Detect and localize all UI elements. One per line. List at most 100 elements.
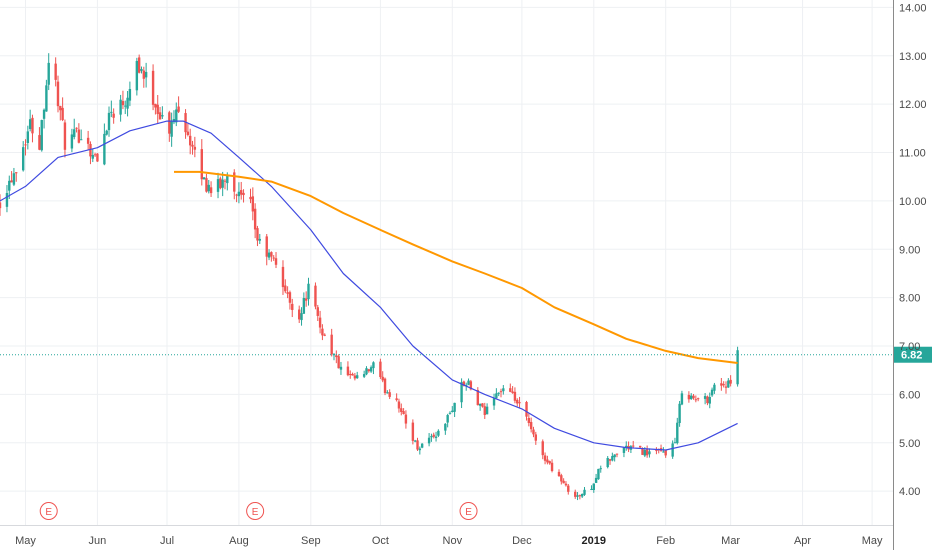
candle-body bbox=[219, 178, 222, 189]
candle-body bbox=[722, 384, 725, 386]
candle-body bbox=[339, 366, 343, 370]
candle-body bbox=[158, 112, 162, 120]
candle-body bbox=[608, 459, 612, 461]
x-tick-label: Jun bbox=[89, 535, 107, 547]
candle-body bbox=[128, 89, 132, 101]
x-tick-label: May bbox=[15, 535, 36, 547]
candle-body bbox=[395, 398, 398, 401]
candle-body bbox=[564, 483, 568, 486]
candle-body bbox=[532, 429, 535, 435]
candle-body bbox=[47, 62, 50, 85]
earnings-marker-label: E bbox=[465, 507, 472, 518]
candle-body bbox=[580, 493, 584, 497]
candle-body bbox=[525, 401, 528, 417]
candle-body bbox=[696, 398, 700, 400]
candle-body bbox=[499, 391, 503, 393]
candle-body bbox=[216, 179, 220, 192]
candle-body bbox=[209, 187, 213, 194]
candle-body bbox=[446, 415, 449, 423]
candle-body bbox=[24, 144, 27, 146]
candle-body bbox=[103, 133, 106, 165]
candle-body bbox=[576, 495, 579, 497]
candle-body bbox=[478, 403, 482, 406]
candle-body bbox=[140, 69, 143, 71]
candle-body bbox=[40, 120, 43, 151]
candle-body bbox=[77, 129, 81, 143]
candle-body bbox=[300, 313, 303, 321]
candle-body bbox=[349, 373, 352, 375]
candle-body bbox=[451, 410, 454, 413]
candle-body bbox=[594, 477, 598, 483]
candle-body bbox=[316, 307, 319, 316]
candle-body bbox=[476, 390, 480, 406]
candle-body bbox=[383, 378, 387, 394]
candle-body bbox=[397, 401, 401, 409]
candle-body bbox=[63, 122, 67, 150]
candle-body bbox=[8, 180, 11, 191]
candle-body bbox=[724, 386, 728, 388]
candle-body bbox=[662, 451, 665, 453]
candle-body bbox=[418, 448, 422, 451]
candle-body bbox=[15, 172, 18, 174]
candle-body bbox=[469, 381, 473, 390]
candle-body bbox=[502, 388, 505, 392]
moving-average-fast-line bbox=[0, 120, 738, 451]
candle-body bbox=[144, 71, 148, 78]
candle-body bbox=[467, 380, 470, 385]
candle-body bbox=[622, 447, 626, 453]
candle-body bbox=[337, 356, 340, 369]
candle-body bbox=[481, 403, 484, 407]
x-tick-label: Apr bbox=[794, 535, 811, 547]
candle-body bbox=[550, 462, 554, 471]
candle-body bbox=[465, 384, 468, 386]
candle-body bbox=[420, 443, 424, 448]
candle-body bbox=[202, 177, 206, 180]
candle-body bbox=[562, 480, 565, 484]
candle-body bbox=[687, 394, 691, 400]
candle-body bbox=[567, 485, 570, 492]
candle-body bbox=[460, 382, 463, 403]
candle-body bbox=[156, 104, 159, 115]
candle-body bbox=[606, 458, 609, 468]
y-tick-label: 8.00 bbox=[899, 293, 920, 305]
candle-body bbox=[509, 388, 512, 392]
candle-body bbox=[31, 117, 34, 134]
candle-body bbox=[497, 392, 500, 394]
candle-body bbox=[372, 362, 375, 369]
candle-body bbox=[534, 434, 537, 441]
candle-body bbox=[307, 283, 310, 300]
candle-body bbox=[613, 454, 616, 458]
y-tick-label: 7.00 bbox=[899, 341, 920, 353]
candle-body bbox=[557, 471, 561, 476]
earnings-marker bbox=[459, 502, 478, 520]
candle-body bbox=[207, 184, 210, 192]
candle-body bbox=[680, 393, 684, 405]
candle-body bbox=[107, 112, 111, 131]
candle-body bbox=[430, 436, 433, 438]
last-price-badge bbox=[894, 346, 932, 363]
y-tick-label: 5.00 bbox=[899, 438, 920, 450]
candle-body bbox=[365, 368, 368, 375]
candle-body bbox=[386, 392, 389, 394]
candle-body bbox=[560, 475, 563, 482]
candle-body bbox=[205, 178, 208, 192]
last-price-line: 6.82 bbox=[0, 346, 932, 363]
candle-body bbox=[362, 374, 366, 377]
candle-body bbox=[318, 317, 322, 328]
candle-body bbox=[599, 468, 602, 470]
candle-body bbox=[611, 456, 614, 461]
candle-body bbox=[638, 445, 642, 448]
candle-body bbox=[381, 376, 384, 381]
candle-body bbox=[578, 495, 582, 497]
candle-body bbox=[86, 137, 90, 144]
candle-body bbox=[288, 292, 292, 303]
candle-body bbox=[483, 406, 486, 415]
candle-body bbox=[353, 375, 357, 379]
candle-body bbox=[242, 192, 245, 196]
candle-body bbox=[105, 130, 108, 135]
candle-body bbox=[221, 179, 224, 188]
candle-body bbox=[200, 149, 203, 180]
candle-body bbox=[188, 135, 192, 146]
candle-body bbox=[26, 131, 30, 144]
